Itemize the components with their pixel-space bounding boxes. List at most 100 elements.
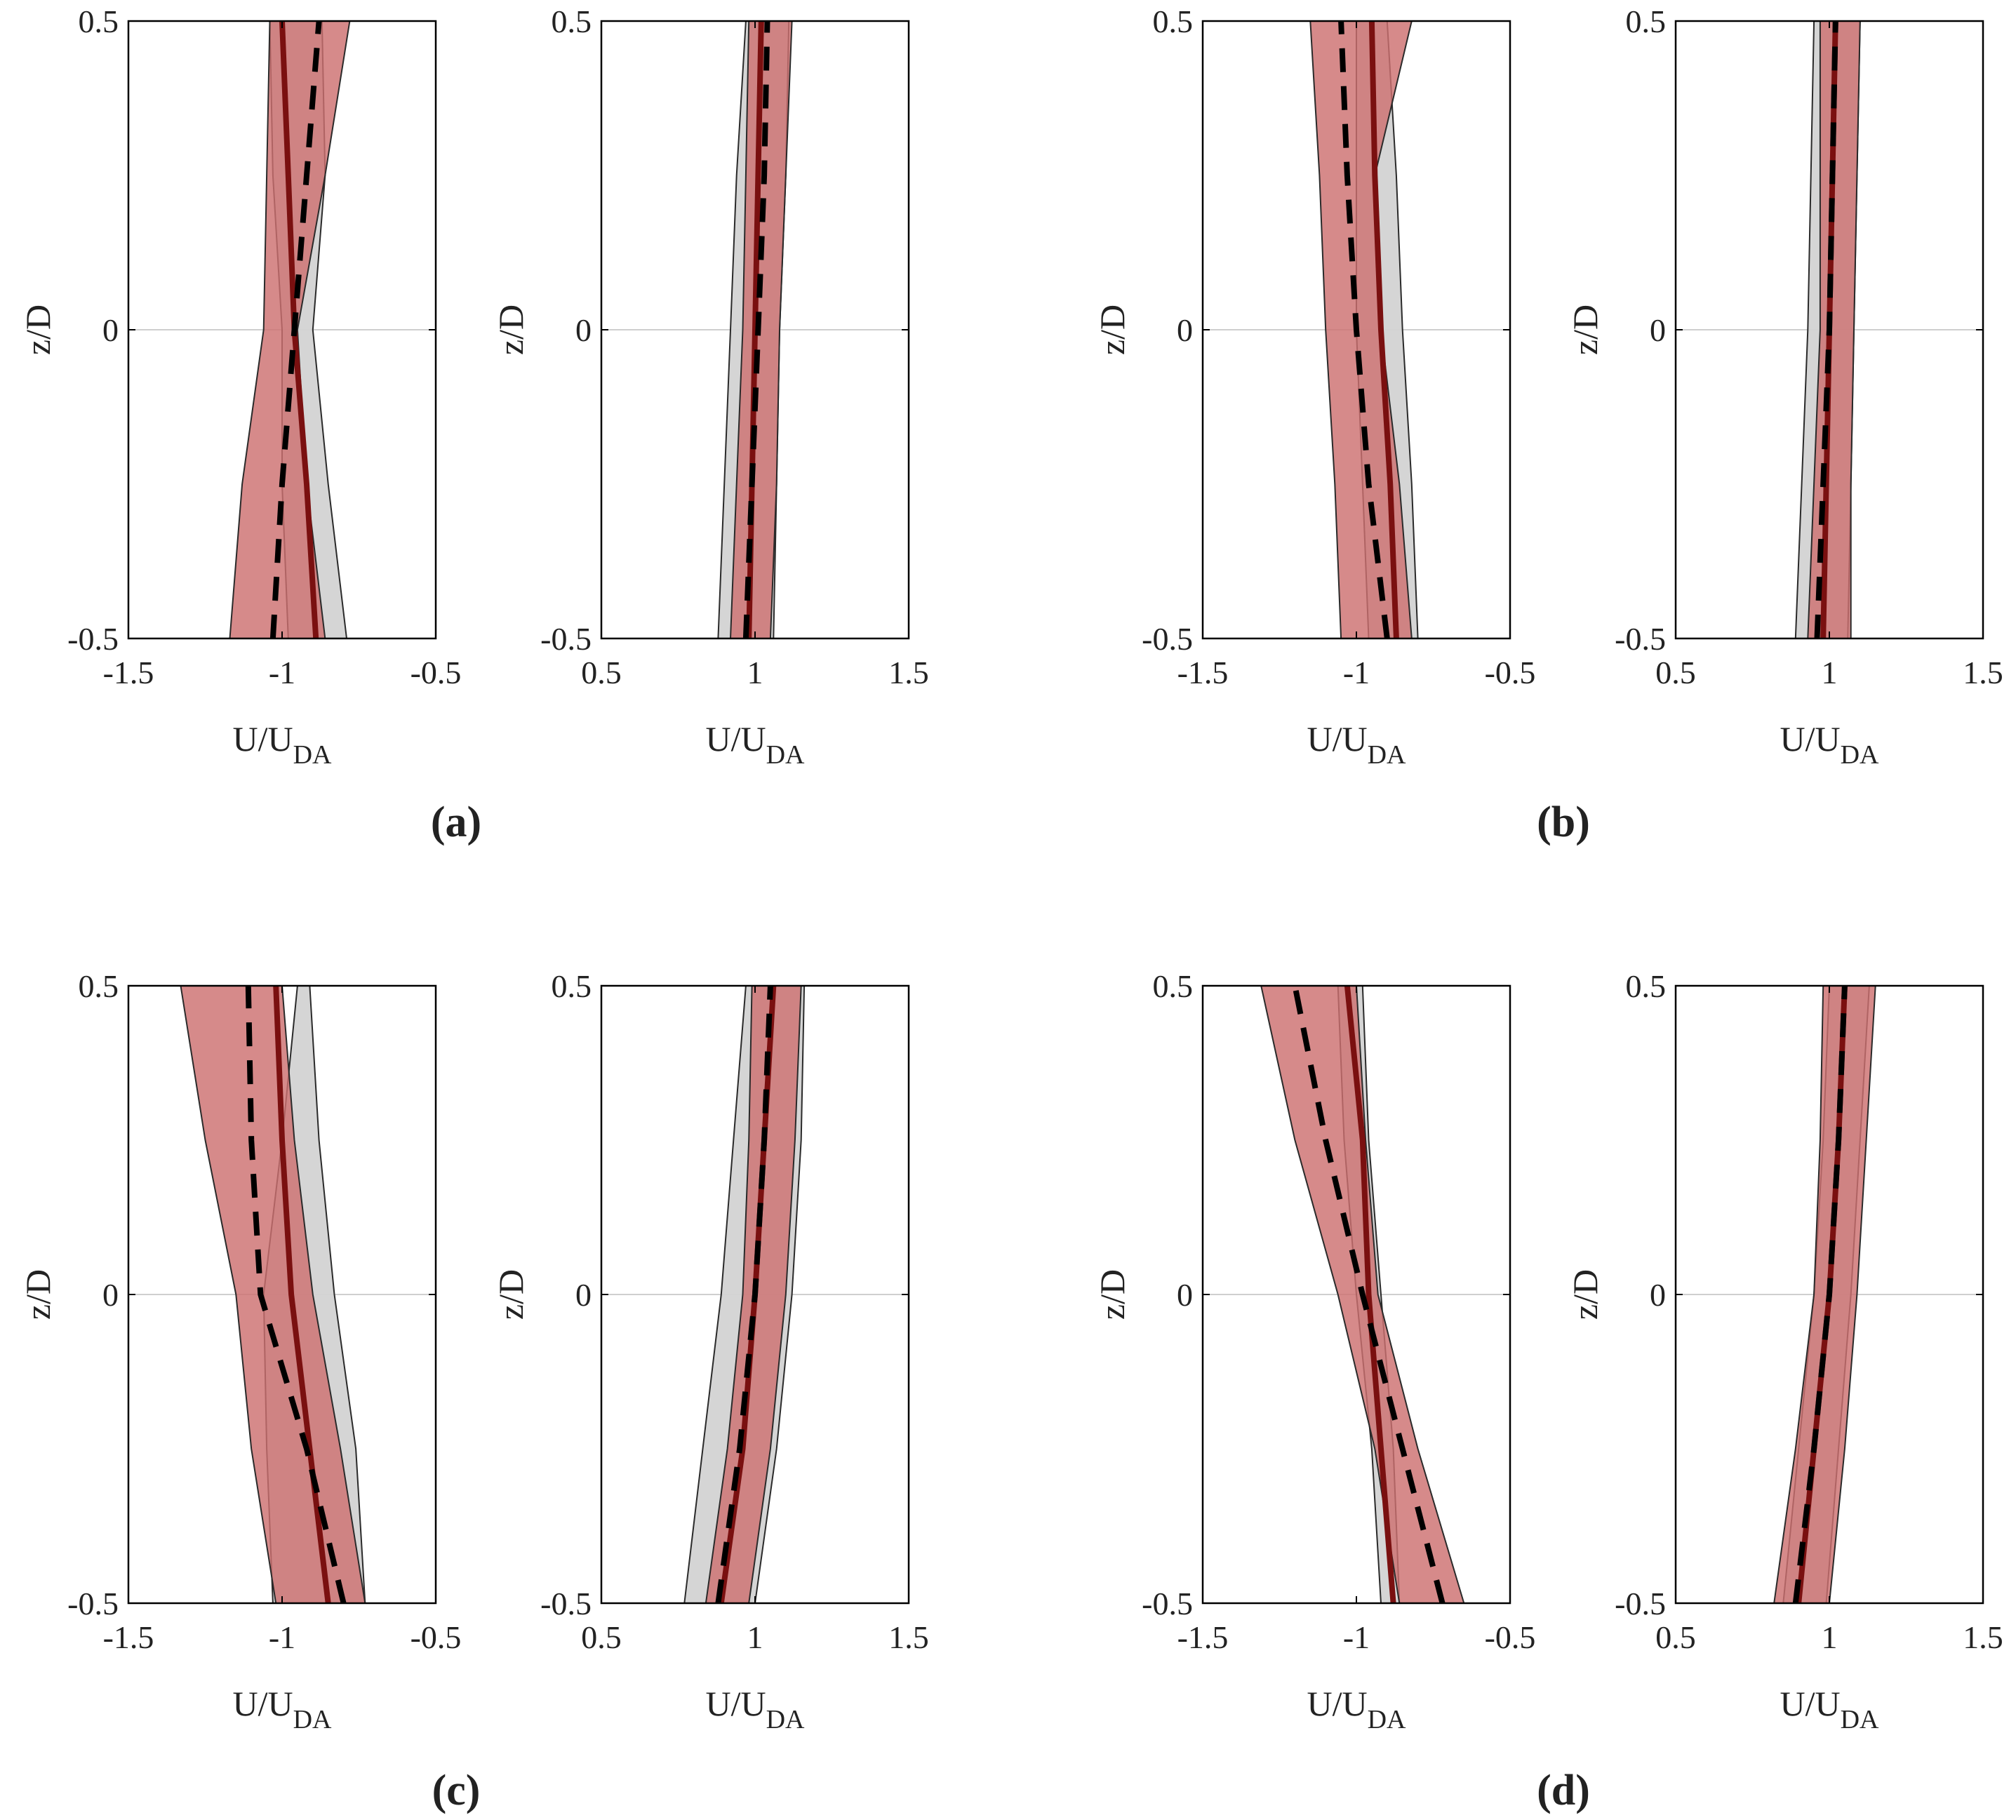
y-tick-label: 0: [1177, 312, 1193, 348]
y-tick-label: -0.5: [67, 1586, 119, 1621]
x-axis-label: U/UDA: [706, 1684, 806, 1734]
x-axis-label-subscript: DA: [293, 740, 332, 770]
y-tick-label: -0.5: [67, 621, 119, 657]
y-tick-label: -0.5: [1142, 621, 1193, 657]
experiment-mean-line: [1368, 20, 1399, 639]
y-tick-label: 0.5: [1153, 968, 1194, 1004]
x-axis-label: U/UDA: [1780, 719, 1880, 770]
x-tick-label: -1: [1343, 655, 1370, 690]
panel-label-d: (d): [1537, 1767, 1590, 1814]
simulation-mean-line: [1814, 20, 1838, 639]
x-axis-label-subscript: DA: [293, 1705, 332, 1734]
x-axis-label: U/UDA: [1307, 719, 1407, 770]
subplot-3: -1.5 -1 -0.5 -0.5 0 0.5 U/UDA z/D: [1093, 4, 1535, 770]
x-axis-label-main: U/U: [1780, 719, 1841, 758]
subplot-8: 0.5 1 1.5 -0.5 0 0.5 U/UDA z/D: [1566, 968, 2003, 1734]
y-axis-label: z/D: [491, 1269, 530, 1320]
y-tick-label: 0.5: [1626, 4, 1667, 39]
x-axis-label-subscript: DA: [1841, 1705, 1879, 1734]
x-axis-label: U/UDA: [706, 719, 806, 770]
subplot-7: -1.5 -1 -0.5 -0.5 0 0.5 U/UDA z/D: [1093, 968, 1535, 1734]
panel-labels: (a) (b) (c) (d): [431, 798, 1590, 1814]
x-tick-label: 0.5: [581, 655, 622, 690]
x-tick-label: -0.5: [410, 1619, 462, 1655]
y-tick-label: 0: [575, 1277, 592, 1313]
x-tick-label: 1: [747, 655, 763, 690]
x-axis-label-main: U/U: [1780, 1684, 1841, 1723]
y-axis-label: z/D: [1566, 305, 1605, 355]
y-tick-label: 0.5: [1626, 968, 1667, 1004]
panel-label-a: (a): [431, 798, 481, 846]
y-tick-label: 0.5: [552, 968, 592, 1004]
x-tick-label: 1: [1822, 1619, 1838, 1655]
x-tick-label: -1.5: [103, 1619, 154, 1655]
y-axis-label: z/D: [491, 305, 530, 355]
y-tick-label: 0: [102, 1277, 119, 1313]
x-tick-label: 0.5: [581, 1619, 622, 1655]
subplot-5: -1.5 -1 -0.5 -0.5 0 0.5 U/UDA z/D: [18, 968, 461, 1734]
x-axis-label-main: U/U: [706, 719, 766, 758]
subplot-2: 0.5 1 1.5 -0.5 0 0.5 U/UDA z/D: [491, 4, 929, 770]
simulation-mean-line: [715, 985, 773, 1604]
x-tick-label: -0.5: [410, 655, 462, 690]
x-axis-label-subscript: DA: [1368, 740, 1406, 770]
simulation-mean-line: [1338, 20, 1390, 639]
x-axis-label-main: U/U: [1307, 1684, 1368, 1723]
y-tick-label: -0.5: [1615, 1586, 1666, 1621]
x-tick-label: 1.5: [1963, 1619, 2003, 1655]
x-tick-label: -1: [1343, 1619, 1370, 1655]
x-tick-label: -1.5: [103, 655, 154, 690]
x-tick-label: -1.5: [1177, 1619, 1229, 1655]
x-axis-label-main: U/U: [233, 1684, 293, 1723]
x-axis-label: U/UDA: [233, 1684, 333, 1734]
x-tick-label: 1.5: [1963, 655, 2003, 690]
subplot-1: -1.5 -1 -0.5 -0.5 0 0.5 U/UDA z/D: [18, 4, 461, 770]
y-tick-label: 0: [102, 312, 119, 348]
subplot-4: 0.5 1 1.5 -0.5 0 0.5 U/UDA z/D: [1566, 4, 2003, 770]
x-tick-label: 1.5: [888, 655, 929, 690]
x-axis-label: U/UDA: [233, 719, 333, 770]
x-axis-label-main: U/U: [706, 1684, 766, 1723]
x-tick-label: 1: [747, 1619, 763, 1655]
y-tick-label: 0: [1650, 312, 1666, 348]
experiment-mean-line: [746, 20, 764, 639]
y-tick-label: -0.5: [540, 1586, 592, 1621]
y-tick-label: -0.5: [1142, 1586, 1193, 1621]
x-axis-label-subscript: DA: [766, 740, 805, 770]
y-tick-label: 0.5: [552, 4, 592, 39]
y-axis-label: z/D: [1093, 305, 1132, 355]
panel-label-c: (c): [432, 1767, 481, 1814]
x-axis-label-main: U/U: [233, 719, 293, 758]
y-tick-label: 0.5: [1153, 4, 1194, 39]
y-tick-label: 0: [1650, 1277, 1666, 1313]
x-tick-label: 0.5: [1655, 1619, 1696, 1655]
x-tick-label: -0.5: [1485, 655, 1536, 690]
x-tick-label: 1.5: [888, 1619, 929, 1655]
y-tick-label: -0.5: [1615, 621, 1666, 657]
x-tick-label: -0.5: [1485, 1619, 1536, 1655]
y-tick-label: 0: [1177, 1277, 1193, 1313]
x-axis-label-subscript: DA: [1368, 1705, 1406, 1734]
y-axis-label: z/D: [18, 305, 58, 355]
x-axis-label: U/UDA: [1307, 1684, 1407, 1734]
x-tick-label: 0.5: [1655, 655, 1696, 690]
panel-label-b: (b): [1537, 798, 1590, 846]
x-tick-label: 1: [1822, 655, 1838, 690]
x-axis-label: U/UDA: [1780, 1684, 1880, 1734]
y-axis-label: z/D: [1093, 1269, 1132, 1320]
y-tick-label: 0: [575, 312, 592, 348]
simulation-mean-line: [245, 985, 347, 1604]
x-tick-label: -1: [269, 1619, 295, 1655]
y-tick-label: 0.5: [79, 968, 119, 1004]
simulation-mean-line: [1792, 985, 1848, 1604]
y-tick-label: -0.5: [540, 621, 592, 657]
y-tick-label: 0.5: [79, 4, 119, 39]
simulation-mean-line: [269, 20, 322, 639]
simulation-mean-line: [742, 20, 770, 639]
experiment-mean-line: [1344, 985, 1396, 1604]
x-tick-label: -1: [269, 655, 295, 690]
x-tick-label: -1.5: [1177, 655, 1229, 690]
x-axis-label-subscript: DA: [766, 1705, 805, 1734]
